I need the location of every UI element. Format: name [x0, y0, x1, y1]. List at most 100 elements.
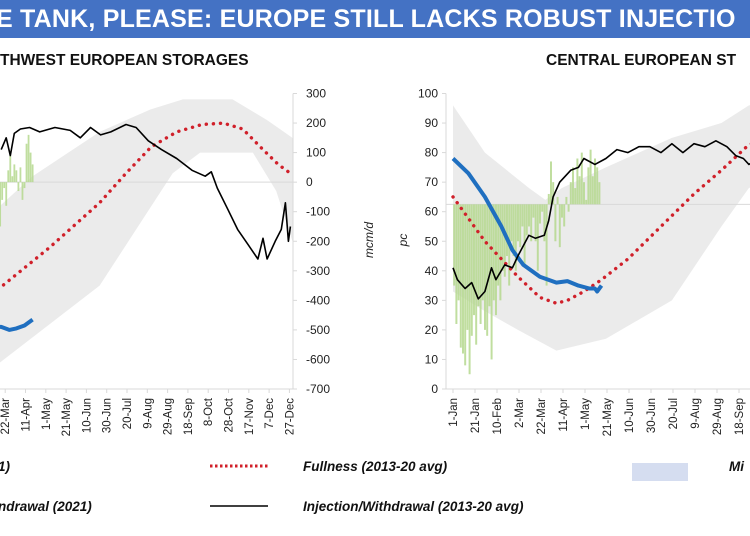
injection-2021-bar	[488, 204, 491, 307]
y2-tick-label: -300	[306, 264, 330, 278]
y2-tick-label: -600	[306, 352, 330, 366]
y2-tick-label: 0	[306, 175, 313, 189]
injection-2021-bar	[501, 204, 504, 271]
injection-2021-bar	[517, 204, 519, 242]
y-tick-label: 40	[425, 264, 439, 278]
fullness-avg-line	[0, 121, 293, 290]
legend-fullness-avg: Fullness (2013-20 avg)	[303, 459, 448, 474]
injection-2021-bar	[1, 182, 4, 200]
central-chart: 1-Jan 21-Jan 10-Feb 2-Mar 22-Mar 11-Apr 1-May 2…	[418, 87, 750, 437]
y-tick-label: 20	[425, 323, 439, 337]
y-tick-label: 100	[418, 87, 438, 101]
chart-title-central: CENTRAL EUROPEAN ST	[546, 52, 737, 69]
legend: 1) Fullness (2013-20 avg) Mi ndrawal (20…	[0, 459, 744, 514]
x-tick-label: 20-Jul	[122, 398, 134, 429]
legend-fullness-2021: 1)	[0, 459, 11, 474]
injection-2021-bar	[565, 196, 568, 205]
injection-2021-bar	[486, 204, 489, 336]
legend-flow-avg: Injection/Withdrawal (2013-20 avg)	[303, 499, 524, 514]
y-axis-label-pc: pc	[396, 234, 410, 248]
x-tick-label: 17-Nov	[244, 398, 256, 435]
injection-2021-bar	[539, 204, 541, 224]
injection-2021-bar	[3, 182, 6, 189]
injection-2021-bar	[457, 204, 460, 301]
x-tick-label: 27-Dec	[284, 398, 296, 435]
fullness-avg-line	[451, 142, 750, 306]
injection-2021-bar	[543, 204, 546, 242]
injection-2021-bar	[506, 204, 508, 257]
injection-2021-bar	[525, 204, 528, 236]
injection-2021-bar	[468, 204, 471, 375]
y2-tick-label: -100	[306, 205, 330, 219]
title-banner: E TANK, PLEASE: EUROPE STILL LACKS ROBUS…	[0, 0, 750, 38]
injection-2021-bar	[556, 196, 559, 205]
injection-2021-bar	[554, 204, 557, 242]
injection-2021-bar	[576, 158, 579, 205]
x-tick-label: 29-Aug	[163, 398, 175, 435]
x-tick-label: 29-Aug	[712, 398, 724, 435]
injection-2021-bar	[23, 182, 26, 189]
injection-2021-bar	[594, 158, 596, 205]
injection-2021-bar	[545, 204, 548, 286]
x-tick-label: 21-May	[602, 398, 614, 437]
injection-2021-bar	[574, 188, 577, 205]
chart-title-northwest: THWEST EUROPEAN STORAGES	[0, 52, 249, 69]
injection-2021-bar	[479, 204, 482, 324]
injection-2021-bar	[523, 204, 526, 265]
x-tick-label: 21-Jan	[470, 398, 482, 433]
y-tick-label: 70	[425, 175, 439, 189]
injection-2021-bar	[481, 204, 484, 301]
x-tick-label: 1-Jan	[448, 398, 460, 427]
x-tick-label: 22-Mar	[0, 398, 12, 435]
injection-2021-bar	[528, 204, 530, 227]
injection-2021-bar	[29, 152, 32, 183]
injection-2021-bar	[532, 204, 535, 218]
x-tick-label: 11-Apr	[558, 398, 570, 432]
min-max-band	[0, 99, 293, 363]
x-tick-label: 20-Jul	[668, 398, 680, 429]
injection-2021-bar	[583, 182, 585, 205]
y-tick-label: 50	[425, 234, 439, 248]
fullness-2021-line	[451, 157, 604, 294]
injection-2021-bar	[585, 199, 588, 205]
x-tick-label: 1-May	[41, 398, 53, 430]
legend-swatch-band	[632, 463, 688, 481]
injection-2021-bar	[510, 204, 513, 242]
min-max-band	[453, 105, 750, 351]
y2-tick-label: -400	[306, 293, 330, 307]
x-tick-label: 9-Aug	[690, 398, 702, 429]
injection-2021-bar	[589, 149, 592, 205]
y2-axis-label-mcmd: mcm/d	[362, 222, 376, 258]
injection-2021-bar	[11, 176, 14, 183]
y2-tick-label: 200	[306, 116, 326, 130]
injection-2021-bar	[5, 182, 8, 206]
y-tick-label: 60	[425, 205, 439, 219]
x-tick-label: 28-Oct	[224, 397, 236, 432]
injection-2021-bar	[503, 204, 506, 277]
injection-2021-bar	[25, 143, 28, 183]
injection-2021-bar	[459, 204, 462, 348]
x-tick-label: 18-Sep	[183, 398, 195, 435]
injection-2021-bar	[31, 164, 34, 183]
injection-2021-bar	[519, 204, 522, 248]
y-tick-label: 80	[425, 146, 439, 160]
x-tick-label: 1-May	[580, 398, 592, 430]
y2-tick-label: -500	[306, 323, 330, 337]
injection-2021-bar	[534, 204, 537, 242]
injection-2021-bar	[15, 170, 18, 183]
x-tick-label: 10-Feb	[492, 398, 504, 434]
x-tick-label: 30-Jun	[102, 398, 114, 433]
injection-2021-bar	[580, 152, 583, 205]
injection-2021-bar	[495, 204, 497, 316]
injection-2021-bar	[561, 204, 563, 218]
injection-2021-bar	[552, 182, 555, 205]
injection-2021-bar	[477, 204, 480, 307]
injection-2021-bar	[27, 134, 30, 183]
legend-band: Mi	[729, 459, 744, 474]
y-tick-label: 30	[425, 293, 439, 307]
fullness-2021-line	[0, 317, 34, 332]
injection-2021-bar	[572, 167, 574, 205]
injection-2021-bar	[13, 164, 16, 183]
injection-2021-bar	[547, 193, 550, 205]
